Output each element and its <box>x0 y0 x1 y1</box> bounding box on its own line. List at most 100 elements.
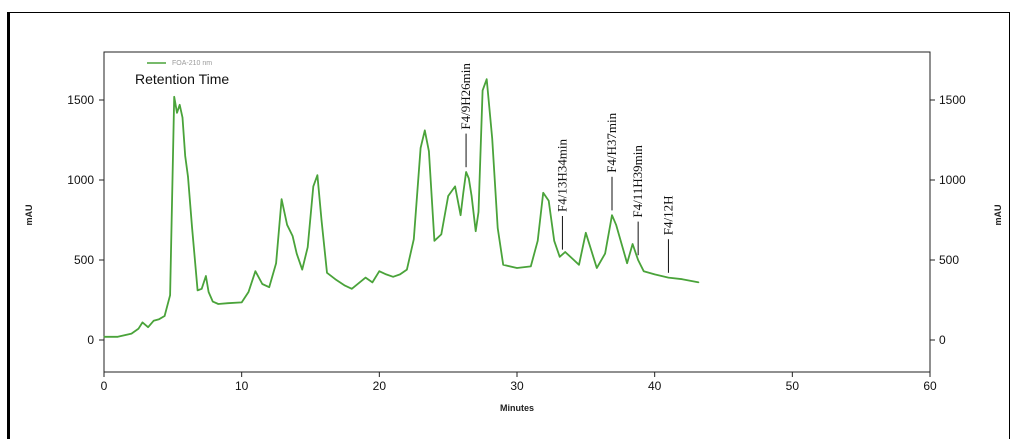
data-point <box>312 185 314 187</box>
data-point <box>176 112 178 114</box>
data-point <box>316 174 318 176</box>
data-point <box>632 243 634 245</box>
data-point <box>208 291 210 293</box>
data-point <box>637 259 639 261</box>
data-point <box>604 253 606 255</box>
data-point <box>254 270 256 272</box>
annotation-label: F4/11H39min <box>630 145 645 218</box>
data-point <box>292 235 294 237</box>
data-point <box>320 219 323 221</box>
annotation-label: F4/13H34min <box>554 139 569 212</box>
legend-title: Retention Time <box>135 71 229 87</box>
y-tick-label-left: 0 <box>87 333 94 347</box>
data-point <box>497 227 499 229</box>
data-point <box>553 240 555 242</box>
data-point <box>681 278 683 280</box>
y-tick-label-left: 500 <box>74 253 94 267</box>
data-point <box>227 302 229 304</box>
x-tick-label: 10 <box>235 379 249 393</box>
x-tick-label: 20 <box>373 379 387 393</box>
x-tick-label: 30 <box>510 379 524 393</box>
data-point <box>365 277 367 279</box>
data-point <box>424 129 426 131</box>
x-axis-title: Minutes <box>500 403 534 413</box>
x-tick-label: 40 <box>648 379 662 393</box>
data-point <box>447 195 449 197</box>
data-point <box>296 253 298 255</box>
data-point <box>475 230 477 232</box>
data-point <box>191 227 193 229</box>
data-point <box>241 301 243 303</box>
data-point <box>454 185 456 187</box>
peak-annotations: F4/9H26min F4/13H34min F4/H37min F4/11H39mi… <box>458 63 675 273</box>
data-point <box>399 273 401 275</box>
data-point <box>358 282 360 284</box>
series-layer <box>103 78 700 338</box>
data-point <box>615 224 617 226</box>
data-point <box>301 269 303 271</box>
data-point <box>433 240 435 242</box>
data-point <box>502 264 504 266</box>
data-point <box>413 238 415 240</box>
data-point <box>585 232 587 234</box>
data-point <box>460 214 462 216</box>
y-axis-title-right: mAU <box>993 204 1003 225</box>
data-point <box>164 315 166 317</box>
data-point <box>169 294 171 296</box>
data-point <box>392 276 394 278</box>
data-point <box>462 192 464 194</box>
axis-ticks: 0 10 20 30 40 50 60 0 0 500 500 1000 1000 1500 1500 <box>67 93 966 393</box>
data-point <box>205 275 207 277</box>
data-point <box>378 270 380 272</box>
data-point <box>516 267 518 269</box>
data-point <box>611 214 613 216</box>
data-point <box>351 288 353 290</box>
data-point <box>179 104 181 106</box>
data-point <box>371 281 373 283</box>
data-point <box>482 89 484 91</box>
data-point <box>596 267 598 269</box>
y-tick-label-right: 500 <box>939 253 959 267</box>
plot-area <box>103 51 931 373</box>
data-point <box>626 262 628 264</box>
data-point <box>334 278 336 280</box>
data-point <box>590 249 592 251</box>
data-point <box>130 333 133 335</box>
data-point <box>643 270 645 272</box>
data-point <box>548 200 550 202</box>
data-point <box>564 251 566 253</box>
data-point <box>667 277 670 279</box>
data-point <box>201 288 203 290</box>
data-point <box>465 171 467 173</box>
data-point <box>147 326 149 328</box>
data-point <box>406 269 408 271</box>
data-point <box>477 211 480 213</box>
data-point <box>471 195 473 197</box>
data-point <box>542 192 544 194</box>
x-tick-label: 50 <box>786 379 800 393</box>
data-point <box>187 176 189 178</box>
data-point <box>212 301 214 303</box>
data-point <box>486 78 488 80</box>
data-point <box>420 147 422 149</box>
data-point <box>117 336 119 338</box>
data-point <box>141 321 144 323</box>
data-point <box>326 272 328 274</box>
data-point <box>344 285 346 287</box>
data-point <box>428 150 430 152</box>
data-point <box>491 137 493 139</box>
data-point <box>440 233 442 235</box>
data-point <box>537 240 539 242</box>
data-point <box>307 246 309 248</box>
data-point <box>137 328 139 330</box>
y-tick-label-left: 1500 <box>67 93 94 107</box>
data-point <box>286 224 288 226</box>
data-point <box>621 243 623 245</box>
y-tick-label-left: 1000 <box>67 173 94 187</box>
y-tick-label-right: 1500 <box>939 93 966 107</box>
annotation-label: F4/12H <box>660 195 675 235</box>
y-tick-label-right: 1000 <box>939 173 966 187</box>
data-point <box>181 117 184 119</box>
data-point <box>698 281 700 283</box>
